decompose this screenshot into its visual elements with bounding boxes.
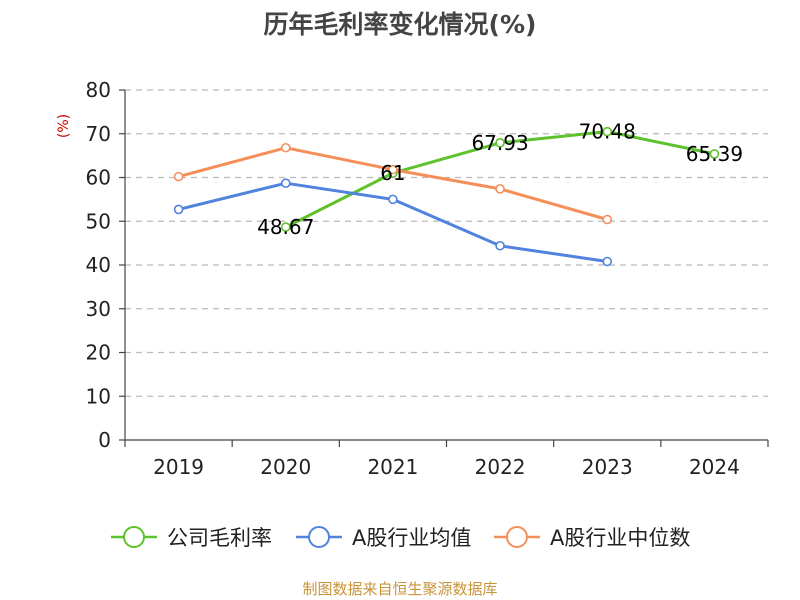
data-point [602, 126, 613, 137]
data-point [280, 178, 291, 188]
legend-marker [123, 526, 145, 548]
y-axis-label: (%) [56, 114, 72, 138]
data-point [709, 149, 720, 159]
y-tick-label: 80 [86, 78, 111, 102]
x-tick-label: 2020 [260, 455, 311, 479]
y-tick-label: 30 [86, 297, 111, 321]
x-tick-label: 2023 [582, 455, 633, 479]
source-note: 制图数据来自恒生聚源数据库 [302, 580, 497, 598]
chart-title: 历年毛利率变化情况(%) [264, 10, 537, 39]
y-tick-label: 10 [86, 384, 111, 408]
data-label: 61 [380, 161, 405, 185]
series [173, 126, 720, 267]
legend-label: A股行业中位数 [550, 526, 690, 550]
data-point [495, 138, 505, 148]
legend-label: A股行业均值 [352, 526, 471, 550]
y-tick-label: 20 [86, 341, 111, 365]
data-label: 48.67 [257, 215, 314, 239]
grid [125, 89, 768, 397]
y-tick-label: 70 [86, 122, 111, 146]
data-point [173, 204, 184, 215]
y-tick-label: 0 [98, 428, 111, 452]
data-label: 70.48 [579, 120, 636, 144]
data-point [388, 164, 398, 175]
data-labels: 48.67 61 67.93 70.48 65.39 [257, 120, 743, 239]
data-point [173, 171, 184, 182]
legend-label: 公司毛利率 [167, 526, 272, 550]
x-tick-label: 2024 [689, 455, 740, 479]
y-tick-label: 40 [86, 253, 111, 277]
legend-marker [308, 526, 330, 548]
data-point [388, 194, 398, 205]
x-tick-label: 2019 [153, 455, 204, 479]
axes: 0 10 20 30 40 50 60 70 80 2019 2020 2021 2022 2023 202… [86, 78, 769, 479]
x-tick-label: 2021 [367, 455, 418, 479]
legend-marker [506, 526, 528, 548]
legend: 公司毛利率 A股行业均值 A股行业中位数 [111, 526, 690, 550]
y-tick-label: 50 [86, 209, 111, 233]
data-label: 65.39 [686, 142, 743, 166]
data-point [602, 256, 613, 267]
data-point [280, 142, 291, 153]
y-tick-label: 60 [86, 166, 111, 190]
data-point [495, 240, 505, 251]
data-label: 67.93 [471, 131, 528, 155]
data-point [280, 222, 291, 232]
x-tick-label: 2022 [475, 455, 526, 479]
data-point [495, 184, 505, 194]
data-point [602, 214, 613, 225]
